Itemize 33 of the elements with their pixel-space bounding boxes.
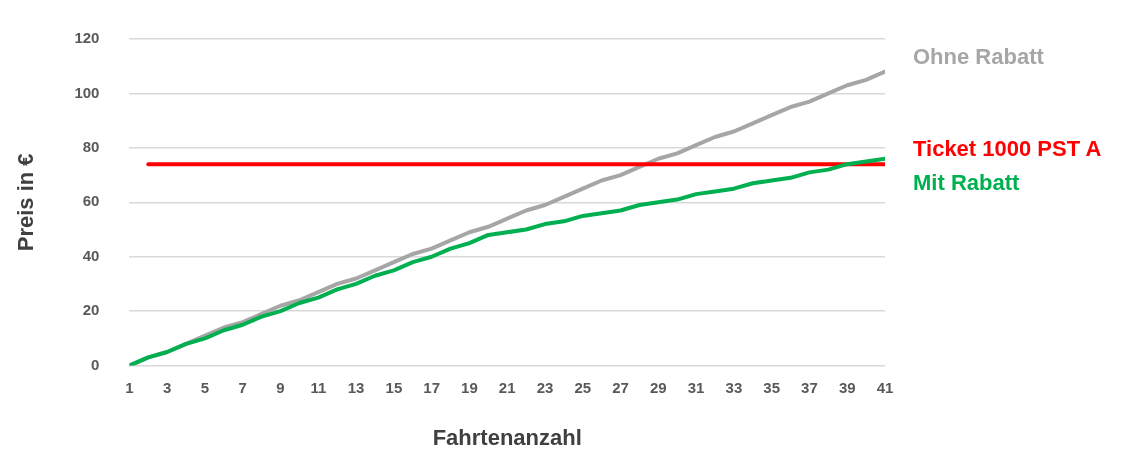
y-tick-label: 120: [74, 29, 100, 47]
x-tick-label: 27: [612, 378, 629, 396]
x-tick-label: 39: [838, 378, 856, 396]
x-tick-label: 19: [461, 378, 478, 396]
x-tick-label: 5: [200, 378, 210, 396]
x-tick-label: 29: [649, 378, 667, 396]
x-tick-label: 23: [536, 378, 554, 396]
series-label: Mit Rabatt: [913, 170, 1020, 196]
x-tick-label: 9: [276, 378, 285, 396]
x-tick-label: 37: [801, 378, 818, 396]
x-tick-label: 3: [163, 378, 172, 396]
x-tick-label: 13: [347, 378, 365, 396]
y-tick-label: 100: [74, 83, 100, 101]
x-tick-label: 17: [423, 378, 440, 396]
x-tick-label: 41: [876, 378, 894, 396]
x-tick-label: 21: [498, 378, 516, 396]
y-axis-title: Preis in €: [13, 153, 39, 252]
x-tick-label: 7: [238, 378, 247, 396]
x-tick-label: 1: [125, 378, 134, 396]
x-axis-title: Fahrtenanzahl: [432, 424, 582, 450]
x-tick-label: 25: [574, 378, 592, 396]
x-tick-label: 35: [763, 378, 781, 396]
y-tick-label: 40: [82, 246, 100, 264]
x-tick-label: 11: [310, 378, 327, 396]
series-label: Ohne Rabatt: [913, 43, 1045, 69]
series-label: Ticket 1000 PST A: [913, 136, 1102, 162]
x-tick-label: 31: [687, 378, 705, 396]
x-tick-label: 33: [725, 378, 743, 396]
y-tick-label: 0: [91, 355, 100, 373]
x-tick-label: 15: [385, 378, 403, 396]
y-tick-label: 60: [82, 192, 100, 210]
y-tick-label: 80: [82, 138, 100, 156]
y-tick-label: 20: [82, 301, 100, 319]
